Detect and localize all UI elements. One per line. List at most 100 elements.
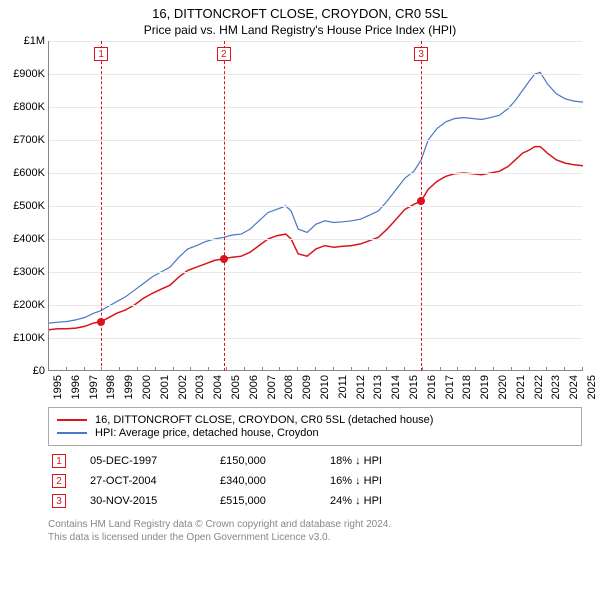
- x-tick-label: 2002: [177, 375, 189, 399]
- chart-subtitle: Price paid vs. HM Land Registry's House …: [0, 21, 600, 41]
- x-tick-mark: [279, 367, 280, 371]
- chart-container: 16, DITTONCROFT CLOSE, CROYDON, CR0 5SL …: [0, 0, 600, 590]
- price-marker: [97, 318, 105, 326]
- credits-line: This data is licensed under the Open Gov…: [48, 531, 582, 544]
- x-tick-label: 1995: [52, 375, 64, 399]
- x-tick-label: 2023: [550, 375, 562, 399]
- y-tick-label: £500K: [13, 200, 45, 212]
- chart-area: £0£100K£200K£300K£400K£500K£600K£700K£80…: [48, 41, 582, 401]
- x-tick-mark: [546, 367, 547, 371]
- credits: Contains HM Land Registry data © Crown c…: [48, 518, 582, 544]
- legend-label: HPI: Average price, detached house, Croy…: [95, 427, 319, 439]
- x-tick-label: 2014: [390, 375, 402, 399]
- grid-line: [49, 305, 582, 306]
- grid-line: [49, 41, 582, 42]
- x-tick-mark: [511, 367, 512, 371]
- x-tick-mark: [564, 367, 565, 371]
- transaction-price: £340,000: [220, 475, 330, 487]
- x-tick-label: 2013: [372, 375, 384, 399]
- x-tick-label: 1999: [123, 375, 135, 399]
- x-tick-label: 2008: [283, 375, 295, 399]
- event-line: [224, 41, 225, 371]
- price-marker: [220, 255, 228, 263]
- event-badge: 2: [217, 47, 231, 61]
- grid-line: [49, 272, 582, 273]
- legend-row: 16, DITTONCROFT CLOSE, CROYDON, CR0 5SL …: [57, 414, 573, 426]
- x-tick-label: 2020: [497, 375, 509, 399]
- x-tick-label: 2000: [141, 375, 153, 399]
- x-tick-mark: [404, 367, 405, 371]
- x-tick-label: 2005: [230, 375, 242, 399]
- x-tick-mark: [529, 367, 530, 371]
- x-tick-mark: [457, 367, 458, 371]
- x-tick-label: 2011: [337, 375, 349, 399]
- x-tick-mark: [440, 367, 441, 371]
- credits-line: Contains HM Land Registry data © Crown c…: [48, 518, 582, 531]
- transaction-price: £150,000: [220, 455, 330, 467]
- grid-line: [49, 74, 582, 75]
- transaction-badge: 1: [52, 454, 66, 468]
- x-tick-mark: [208, 367, 209, 371]
- x-tick-label: 2019: [479, 375, 491, 399]
- x-tick-mark: [582, 367, 583, 371]
- transactions-table: 105-DEC-1997£150,00018% ↓ HPI227-OCT-200…: [48, 454, 582, 508]
- transaction-date: 30-NOV-2015: [90, 495, 220, 507]
- y-tick-label: £0: [33, 365, 45, 377]
- x-tick-mark: [119, 367, 120, 371]
- x-tick-label: 2012: [355, 375, 367, 399]
- x-tick-mark: [368, 367, 369, 371]
- x-tick-label: 2018: [461, 375, 473, 399]
- x-tick-label: 1996: [70, 375, 82, 399]
- x-tick-label: 2006: [248, 375, 260, 399]
- x-tick-mark: [262, 367, 263, 371]
- x-tick-mark: [244, 367, 245, 371]
- x-tick-mark: [386, 367, 387, 371]
- transaction-row: 105-DEC-1997£150,00018% ↓ HPI: [48, 454, 582, 468]
- y-tick-label: £700K: [13, 134, 45, 146]
- y-tick-label: £200K: [13, 299, 45, 311]
- x-tick-label: 2001: [159, 375, 171, 399]
- chart-title: 16, DITTONCROFT CLOSE, CROYDON, CR0 5SL: [0, 0, 600, 21]
- legend-swatch: [57, 432, 87, 434]
- x-tick-label: 1998: [105, 375, 117, 399]
- y-tick-label: £400K: [13, 233, 45, 245]
- x-tick-mark: [422, 367, 423, 371]
- legend-label: 16, DITTONCROFT CLOSE, CROYDON, CR0 5SL …: [95, 414, 433, 426]
- legend-row: HPI: Average price, detached house, Croy…: [57, 427, 573, 439]
- y-tick-label: £600K: [13, 167, 45, 179]
- x-tick-label: 2007: [266, 375, 278, 399]
- y-tick-label: £900K: [13, 68, 45, 80]
- x-tick-label: 2003: [194, 375, 206, 399]
- price-marker: [417, 197, 425, 205]
- event-line: [421, 41, 422, 371]
- x-tick-label: 2015: [408, 375, 420, 399]
- legend: 16, DITTONCROFT CLOSE, CROYDON, CR0 5SL …: [48, 407, 582, 446]
- plot-region: £0£100K£200K£300K£400K£500K£600K£700K£80…: [48, 41, 582, 371]
- transaction-row: 227-OCT-2004£340,00016% ↓ HPI: [48, 474, 582, 488]
- series-hpi: [49, 72, 583, 323]
- transaction-row: 330-NOV-2015£515,00024% ↓ HPI: [48, 494, 582, 508]
- grid-line: [49, 173, 582, 174]
- x-tick-mark: [137, 367, 138, 371]
- legend-swatch: [57, 419, 87, 421]
- y-tick-label: £800K: [13, 101, 45, 113]
- transaction-date: 05-DEC-1997: [90, 455, 220, 467]
- x-tick-mark: [84, 367, 85, 371]
- transaction-price: £515,000: [220, 495, 330, 507]
- x-tick-mark: [66, 367, 67, 371]
- x-tick-label: 2010: [319, 375, 331, 399]
- grid-line: [49, 107, 582, 108]
- transaction-badge: 2: [52, 474, 66, 488]
- x-tick-mark: [173, 367, 174, 371]
- grid-line: [49, 206, 582, 207]
- event-badge: 3: [414, 47, 428, 61]
- x-tick-label: 2024: [568, 375, 580, 399]
- x-tick-mark: [190, 367, 191, 371]
- x-tick-label: 2022: [533, 375, 545, 399]
- x-tick-label: 1997: [88, 375, 100, 399]
- x-tick-label: 2025: [586, 375, 598, 399]
- grid-line: [49, 338, 582, 339]
- x-tick-label: 2021: [515, 375, 527, 399]
- x-tick-mark: [155, 367, 156, 371]
- transaction-diff: 24% ↓ HPI: [330, 495, 382, 507]
